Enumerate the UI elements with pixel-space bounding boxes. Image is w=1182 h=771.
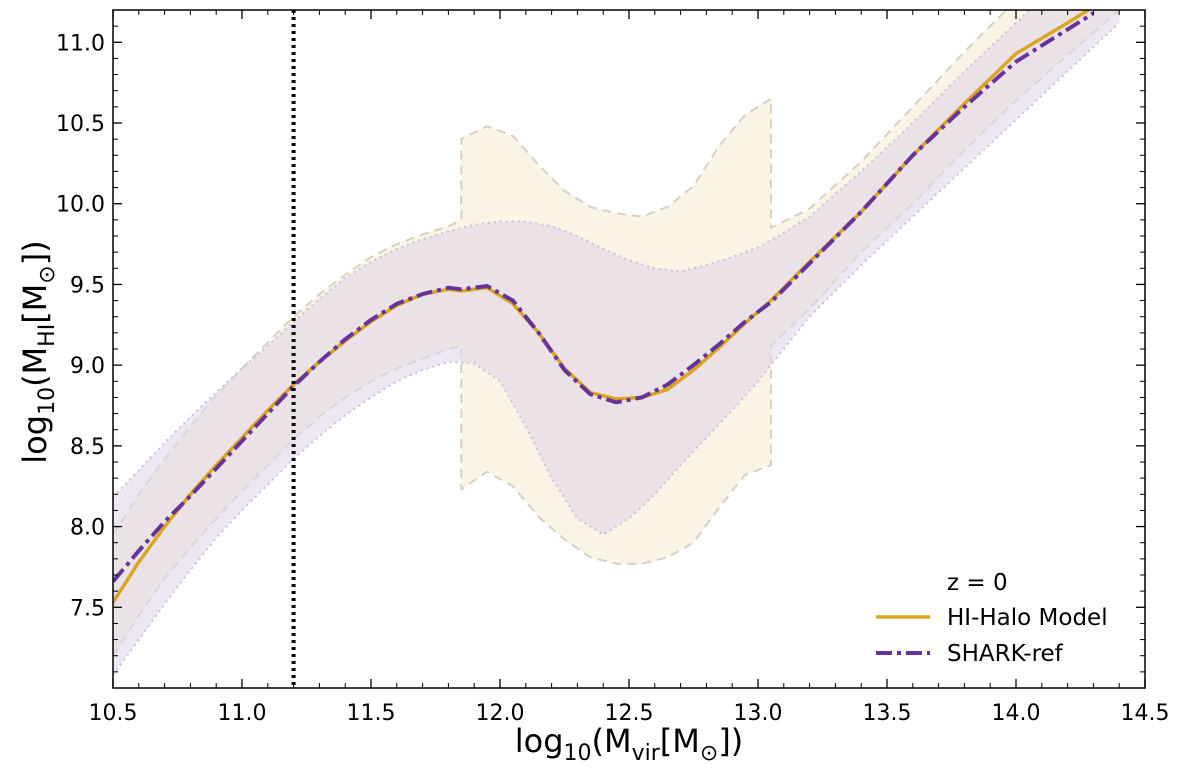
x-tick-label: 12.0: [476, 701, 525, 726]
spread-bands: [113, 10, 1120, 676]
x-tick-label: 11.5: [347, 701, 396, 726]
series-line-shark-ref: [113, 11, 1095, 583]
y-tick-label: 11.0: [56, 31, 105, 56]
band-upper-edge-1: [113, 10, 1032, 499]
y-tick-label: 10.5: [56, 112, 105, 137]
axis-ticks: [112, 9, 1146, 688]
x-tick-label: 14.0: [992, 701, 1041, 726]
y-tick-label: 8.0: [70, 516, 105, 541]
y-axis-label: log10(MHI[M⊙]): [16, 240, 60, 463]
x-tick-label: 12.5: [605, 701, 654, 726]
band-lower-edge-1: [113, 22, 1120, 676]
y-tick-label: 10.0: [56, 193, 105, 218]
legend-title: z = 0: [947, 570, 1008, 596]
legend-label-shark-ref: SHARK-ref: [947, 641, 1064, 667]
x-tick-label: 10.5: [89, 701, 138, 726]
axis-tick-labels: 10.5 11.0 11.5 12.0 12.5 13.0 13.5 14.0 14.5 7.5 8…: [56, 31, 1169, 726]
y-tick-label: 8.5: [70, 435, 105, 460]
y-tick-label: 9.5: [70, 273, 105, 298]
band-fill-1: [113, 10, 1120, 676]
x-tick-label: 13.5: [863, 701, 912, 726]
legend: z = 0 HI-Halo Model SHARK-ref: [876, 570, 1108, 667]
x-axis-label: log10(Mvir[M⊙]): [515, 722, 744, 766]
legend-label-hi-halo-model: HI-Halo Model: [947, 605, 1108, 631]
x-tick-label: 11.0: [218, 701, 267, 726]
y-tick-label: 7.5: [70, 596, 105, 621]
series-lines: [113, 10, 1095, 604]
band-upper-edge-0: [113, 10, 1008, 536]
y-tick-label: 9.0: [70, 354, 105, 379]
x-tick-label: 14.5: [1121, 701, 1170, 726]
x-tick-label: 13.0: [734, 701, 783, 726]
